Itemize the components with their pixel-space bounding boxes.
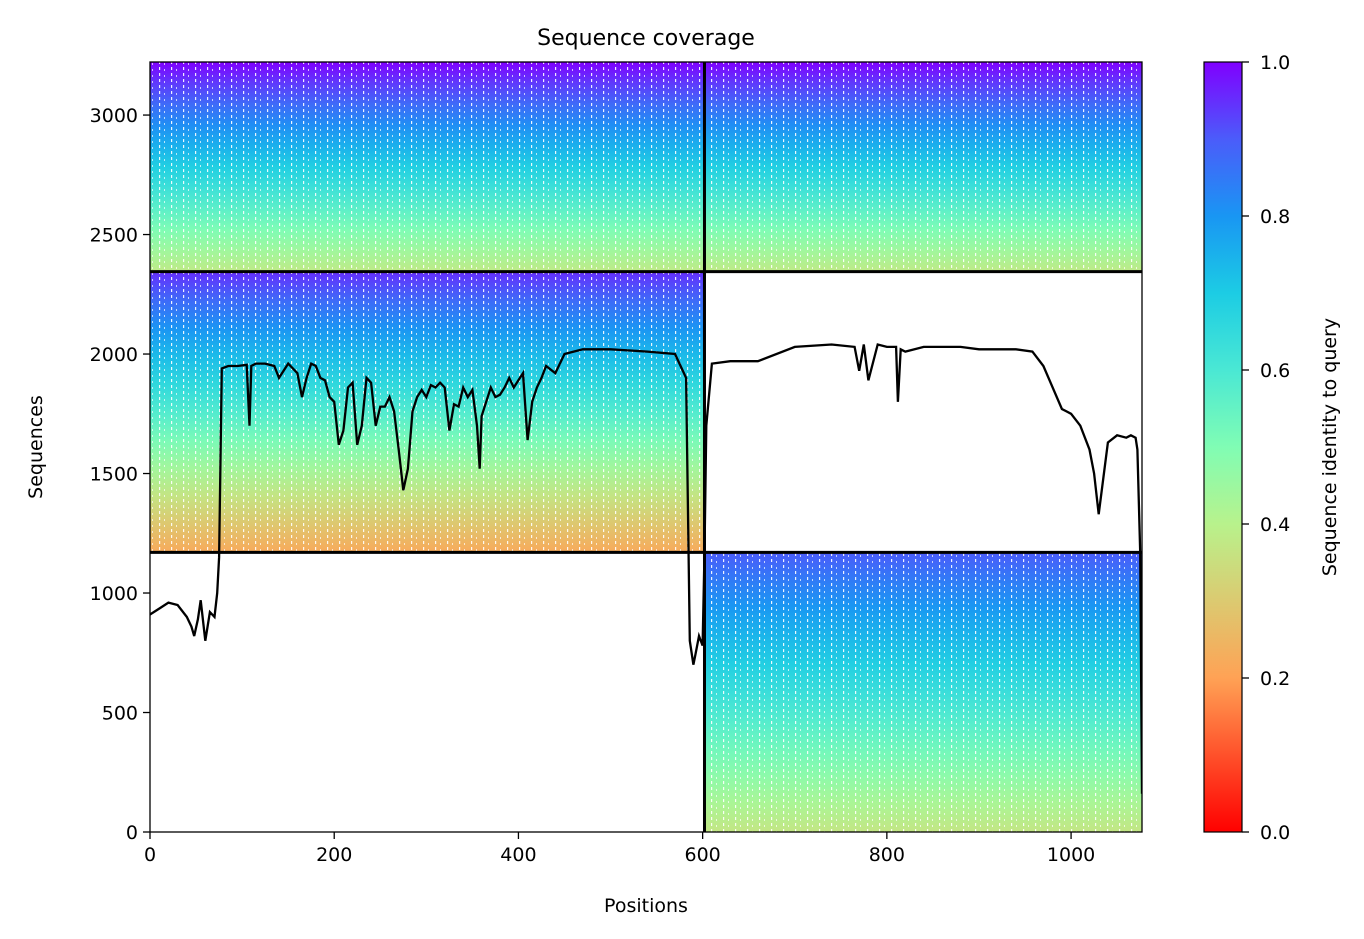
colorbar-tick-label: 0.4: [1260, 514, 1290, 536]
coverage-line: [150, 343, 1142, 794]
chart-title: Sequence coverage: [537, 26, 755, 51]
x-tick-label: 400: [500, 844, 536, 866]
colorbar-tick-label: 0.8: [1260, 206, 1290, 228]
colorbar-tick-label: 1.0: [1260, 52, 1290, 74]
coverage-gaps: [704, 552, 1142, 832]
colorbar-tick-label: 0.0: [1260, 822, 1290, 844]
chain-boundary-lines: [150, 62, 1142, 832]
colorbar-axis: 0.0 0.2 0.4 0.6 0.8 1.0: [1242, 52, 1290, 844]
colorbar-tick-label: 0.6: [1260, 360, 1290, 382]
y-axis: 0 500 1000 1500 2000 2500 3000: [90, 105, 150, 844]
coverage-block-chain-B: [704, 62, 1142, 272]
y-tick-label: 0: [126, 822, 138, 844]
coverage-heatmap: [150, 62, 1142, 832]
x-axis: 0 200 400 600 800 1000: [144, 832, 1095, 866]
y-axis-label: Sequences: [25, 395, 47, 499]
y-tick-label: 2500: [90, 225, 138, 247]
coverage-gaps: [150, 271, 705, 553]
y-tick-label: 1500: [90, 464, 138, 486]
coverage-gaps: [150, 62, 705, 272]
y-tick-label: 1000: [90, 583, 138, 605]
x-tick-label: 1000: [1047, 844, 1095, 866]
coverage-block-chain-A: [150, 62, 705, 272]
x-axis-label: Positions: [604, 895, 688, 917]
colorbar-label: Sequence identity to query: [1319, 318, 1341, 576]
x-tick-label: 0: [144, 844, 156, 866]
y-tick-label: 3000: [90, 105, 138, 127]
x-tick-label: 800: [869, 844, 905, 866]
x-tick-label: 600: [685, 844, 721, 866]
coverage-block-chain-B: [704, 552, 1142, 832]
y-tick-label: 500: [102, 703, 138, 725]
x-tick-label: 200: [316, 844, 352, 866]
y-tick-label: 2000: [90, 344, 138, 366]
coverage-block-chain-A: [150, 271, 705, 553]
coverage-gaps: [704, 62, 1142, 272]
colorbar-tick-label: 0.2: [1260, 668, 1290, 690]
colorbar: [1203, 61, 1243, 833]
plot-frame: [149, 61, 1143, 833]
